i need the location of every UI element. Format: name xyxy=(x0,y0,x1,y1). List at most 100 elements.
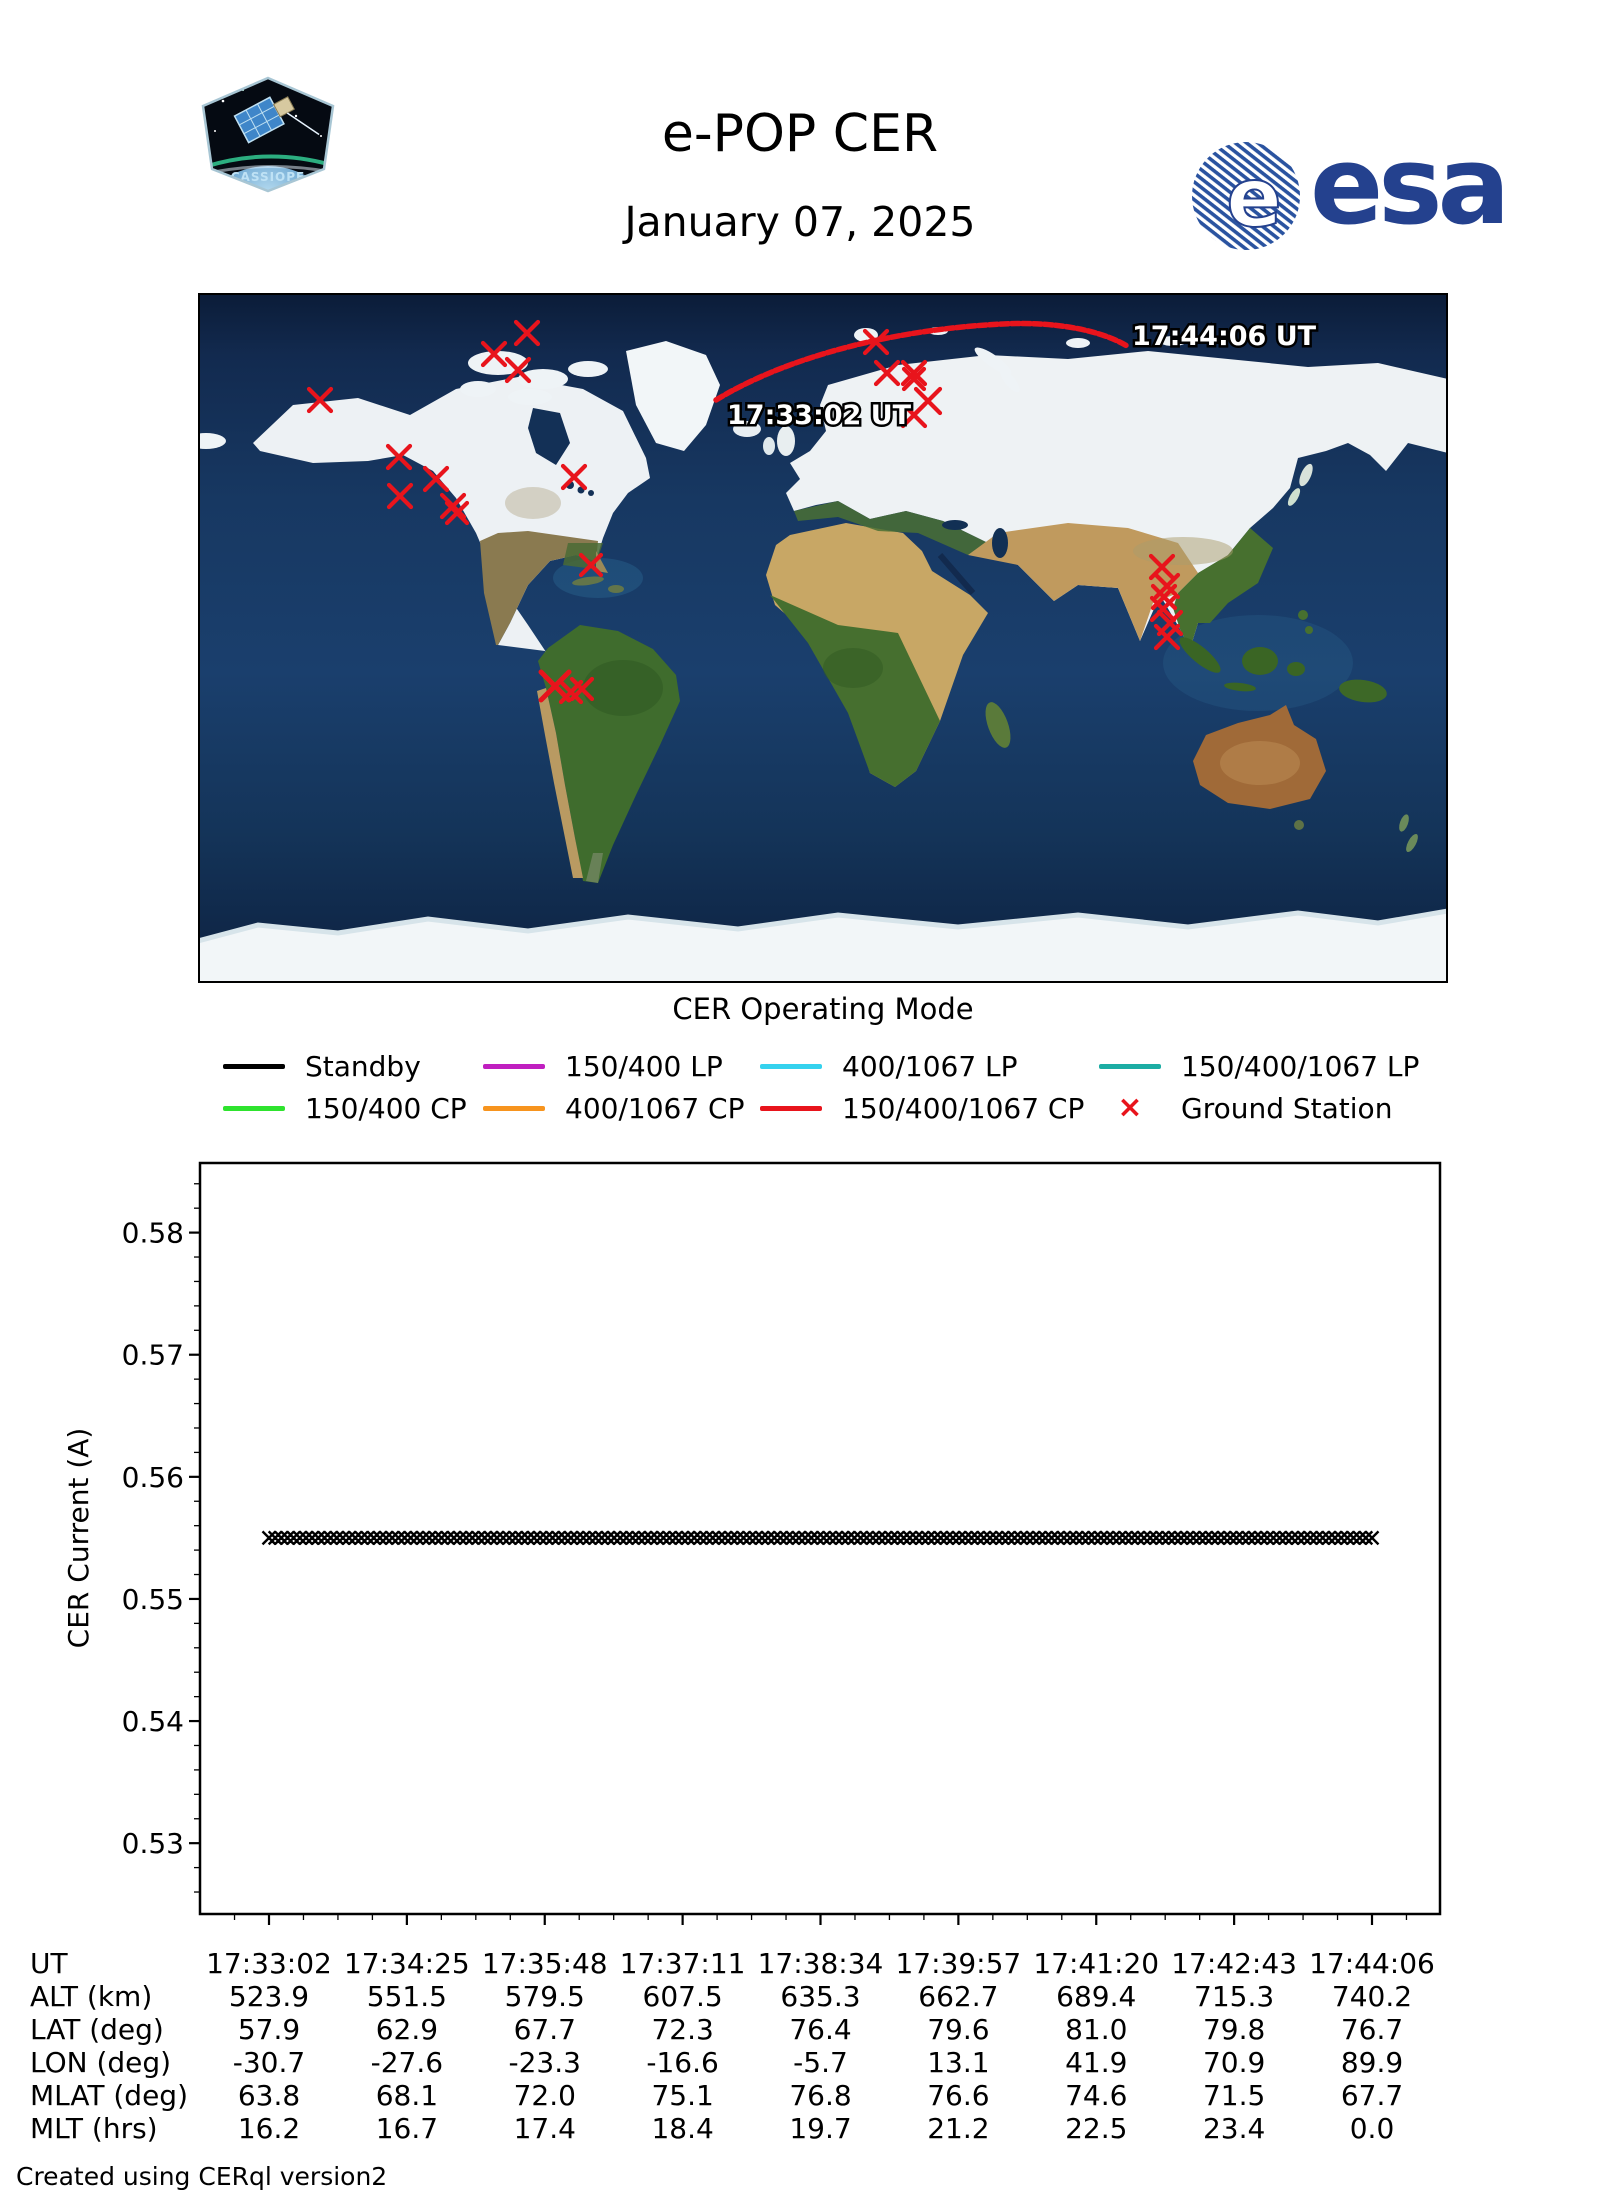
table-cell: 635.3 xyxy=(780,1980,861,2013)
table-cell: 76.7 xyxy=(1340,2013,1404,2046)
legend-item-150-400-1067-cp: 150/400/1067 CP xyxy=(760,1091,1085,1125)
legend-item-150-400-cp: 150/400 CP xyxy=(223,1091,467,1125)
table-cell: 76.6 xyxy=(927,2079,990,2112)
table-cell: 57.9 xyxy=(237,2013,301,2046)
table-cell: 70.9 xyxy=(1202,2046,1266,2079)
trajectory-end-time-label: 17:44:06 UT xyxy=(1132,321,1317,352)
cassiope-mission-badge: CASSIOPE xyxy=(201,76,335,193)
table-cell: 41.9 xyxy=(1065,2046,1128,2079)
table-cell: 17:41:20 xyxy=(1033,1947,1160,1980)
ground-station-marker xyxy=(578,552,604,578)
table-cell: -16.6 xyxy=(646,2046,719,2079)
table-cell: 68.1 xyxy=(375,2079,439,2112)
ground-station-marker xyxy=(385,443,413,471)
y-tick-label: 0.56 xyxy=(122,1461,184,1494)
table-cell: -23.3 xyxy=(508,2046,581,2079)
table-cell: 16.7 xyxy=(375,2112,439,2145)
table-cell: 17:33:02 xyxy=(206,1947,332,1980)
table-cell: 17:34:25 xyxy=(343,1947,470,1980)
world-map: 17:33:02 UT 17:44:06 UT xyxy=(198,293,1448,983)
y-axis-label: CER Current (A) xyxy=(62,1428,95,1649)
cer-current-plot: CER Current (A) 0.53 0.54 0.55 0.56 0.57 0.58 xyxy=(62,1161,1442,1925)
table-row-label: LON (deg) xyxy=(30,2046,172,2079)
page-date: January 07, 2025 xyxy=(624,198,976,246)
ground-station-marker xyxy=(422,465,450,493)
ground-station-marker xyxy=(513,319,541,347)
table-cell: 740.2 xyxy=(1331,1980,1413,2013)
x-axis-ticks xyxy=(233,1914,1408,1925)
table-cell: 75.1 xyxy=(651,2079,714,2112)
legend-label: Ground Station xyxy=(1181,1091,1393,1125)
legend-line-swatch xyxy=(483,1063,545,1069)
map-frame xyxy=(198,293,1448,983)
ground-station-marker xyxy=(538,669,572,703)
satellite-trajectory xyxy=(713,320,1130,403)
table-cell: 19.7 xyxy=(789,2112,852,2145)
legend-item-standby: Standby xyxy=(223,1049,421,1083)
legend-item-150-400-1067-lp: 150/400/1067 LP xyxy=(1099,1049,1420,1083)
continents xyxy=(198,327,1448,983)
table-cell: 662.7 xyxy=(918,1980,999,2013)
table-row-label: LAT (deg) xyxy=(30,2013,164,2046)
legend-item-ground-station: × Ground Station xyxy=(1099,1091,1393,1125)
legend-line-swatch xyxy=(760,1105,822,1111)
badge-border xyxy=(201,76,335,193)
table-cell: 89.9 xyxy=(1340,2046,1404,2079)
esa-wordmark: esa xyxy=(1310,124,1510,249)
table-cell: 689.4 xyxy=(1056,1980,1137,2013)
table-cell: 71.5 xyxy=(1202,2079,1266,2112)
table-cell: 18.4 xyxy=(651,2112,714,2145)
table-cell: 16.2 xyxy=(237,2112,301,2145)
ground-station-marker xyxy=(560,463,588,491)
table-cell: 579.5 xyxy=(504,1980,585,2013)
ground-station-marker xyxy=(386,482,414,510)
ground-station-marker xyxy=(306,386,334,414)
table-cell: 715.3 xyxy=(1194,1980,1275,2013)
table-cell: 81.0 xyxy=(1065,2013,1128,2046)
table-cell: 17:35:48 xyxy=(481,1947,608,1980)
ground-stations-layer xyxy=(306,319,1184,705)
ground-station-marker xyxy=(901,366,927,392)
table-cell: 72.3 xyxy=(651,2013,714,2046)
table-cell: 79.6 xyxy=(927,2013,990,2046)
y-tick-label: 0.53 xyxy=(122,1827,184,1860)
y-tick-label: 0.55 xyxy=(122,1583,184,1616)
legend-item-150-400-lp: 150/400 LP xyxy=(483,1050,723,1083)
ground-station-marker xyxy=(900,401,928,429)
legend-label: 150/400/1067 CP xyxy=(842,1091,1085,1125)
ground-station-marker xyxy=(873,359,901,387)
legend-label: Standby xyxy=(305,1049,421,1083)
table-cell: 79.8 xyxy=(1202,2013,1266,2046)
credit-footer: Created using CERql version2 xyxy=(16,2162,388,2191)
table-cell: 72.0 xyxy=(513,2079,576,2112)
table-cell: 21.2 xyxy=(927,2112,990,2145)
table-cell: 76.8 xyxy=(789,2079,852,2112)
table-row-label: MLT (hrs) xyxy=(30,2112,158,2145)
table-cell: 0.0 xyxy=(1349,2112,1395,2145)
y-axis-tick-labels: 0.53 0.54 0.55 0.56 0.57 0.58 xyxy=(122,1217,184,1861)
legend-line-swatch xyxy=(483,1105,545,1111)
legend-item-400-1067-lp: 400/1067 LP xyxy=(760,1050,1018,1083)
trajectory-start-time-label: 17:33:02 UT xyxy=(727,400,912,431)
table-cell: -30.7 xyxy=(232,2046,306,2079)
table-cell: 74.6 xyxy=(1065,2079,1128,2112)
table-cell: 23.4 xyxy=(1202,2112,1266,2145)
ground-station-marker xyxy=(1149,595,1177,623)
table-cell: 17:44:06 xyxy=(1309,1947,1435,1980)
legend-label: 150/400/1067 LP xyxy=(1181,1049,1420,1083)
map-caption: CER Operating Mode xyxy=(672,992,974,1026)
table-cell: 17:38:34 xyxy=(757,1947,884,1980)
ground-station-marker xyxy=(480,340,508,368)
legend-line-swatch xyxy=(760,1063,822,1069)
y-tick-label: 0.54 xyxy=(122,1705,184,1738)
table-cell: 551.5 xyxy=(366,1980,447,2013)
table-cell: 17:39:57 xyxy=(895,1947,1022,1980)
badge-mission-name: CASSIOPE xyxy=(231,170,306,184)
table-cell: 17.4 xyxy=(513,2112,576,2145)
y-tick-label: 0.58 xyxy=(122,1217,184,1250)
table-row-label: UT xyxy=(30,1947,68,1980)
esa-logo: e esa xyxy=(1188,124,1510,254)
table-cell: 67.7 xyxy=(1340,2079,1404,2112)
legend-label: 150/400 CP xyxy=(305,1091,467,1125)
ground-station-marker xyxy=(444,500,470,526)
